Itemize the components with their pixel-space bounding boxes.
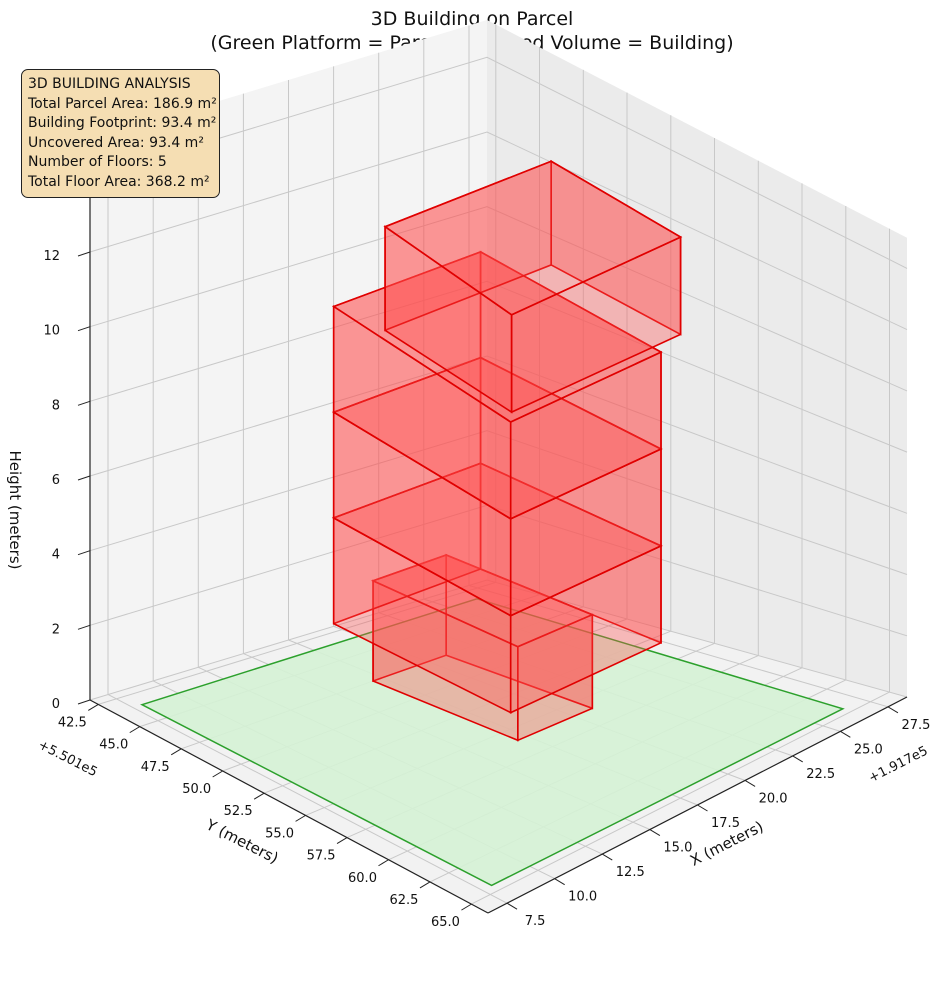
info-line-parcel-area: Total Parcel Area: 186.9 m² — [28, 95, 217, 112]
x-tick-mark — [792, 755, 803, 763]
z-tick-label: 2 — [52, 622, 60, 637]
z-grid-line — [89, 131, 908, 331]
y-tick-label: 60.0 — [348, 871, 377, 886]
y-axis-line — [89, 699, 489, 914]
z-tick-mark — [77, 550, 91, 556]
x-tick-label: 7.5 — [525, 914, 546, 929]
z-grid-line — [89, 206, 908, 392]
x-tick-label: 27.5 — [901, 718, 930, 733]
y-tick-mark — [129, 726, 141, 734]
z-grid-line — [89, 430, 908, 575]
z-tick-label: 8 — [52, 398, 60, 413]
tick-labels: 7.5 10.0 12.5 15.0 17.5 20.0 22.5 25.0 27.5 42.5 4… — [43, 174, 930, 930]
y-tick-mark — [212, 770, 223, 778]
x-tick-label: 17.5 — [711, 816, 740, 831]
z-tick-mark — [77, 400, 91, 406]
y-axis-offset: +5.501e5 — [35, 738, 99, 781]
y-tick-label: 50.0 — [182, 782, 211, 797]
floor-face — [383, 160, 683, 316]
z-tick-mark — [77, 326, 91, 332]
x-tick-label: 12.5 — [616, 865, 645, 880]
y-tick-label: 55.0 — [265, 826, 294, 841]
x-tick-mark — [840, 730, 851, 738]
x-tick-mark — [744, 780, 756, 787]
info-line-footprint: Building Footprint: 93.4 m² — [28, 115, 217, 131]
y-tick-label: 42.5 — [58, 715, 87, 730]
x-tick-label: 22.5 — [806, 767, 835, 782]
z-tick-mark — [77, 475, 91, 481]
floor-3 — [331, 356, 663, 618]
info-heading: 3D BUILDING ANALYSIS — [28, 76, 191, 92]
x-tick-mark — [554, 878, 565, 886]
x-tick-label: 25.0 — [854, 742, 883, 757]
x-tick-label: 20.0 — [759, 791, 788, 806]
y-tick-mark — [170, 748, 182, 756]
x-tick-mark — [506, 902, 518, 910]
floor-2 — [331, 462, 663, 714]
y-tick-mark — [419, 881, 431, 889]
z-grid-line — [89, 579, 908, 701]
z-tick-label: 12 — [43, 249, 60, 264]
z-tick-label: 4 — [52, 548, 60, 563]
z-grid-line — [89, 355, 908, 514]
y-tick-mark — [88, 704, 99, 711]
x-tick-mark — [887, 706, 899, 714]
chart-title: 3D Building on Parcel — [370, 8, 574, 30]
y-tick-mark — [336, 837, 348, 844]
plot-marks — [140, 159, 845, 887]
y-tick-mark — [461, 903, 472, 911]
y-tick-label: 45.0 — [99, 738, 128, 753]
analysis-info-box: 3D BUILDING ANALYSIS Total Parcel Area: … — [21, 69, 220, 198]
z-tick-label: 10 — [43, 324, 60, 339]
y-tick-label: 65.0 — [431, 915, 460, 930]
axis-lines — [77, 140, 908, 914]
floor-5 — [383, 159, 683, 414]
z-tick-label: 0 — [52, 697, 60, 712]
x-tick-mark — [697, 804, 708, 812]
floor-4 — [331, 250, 663, 521]
y-tick-label: 47.5 — [141, 760, 170, 775]
y-tick-label: 57.5 — [307, 849, 336, 864]
z-axis-label: Height (meters) — [6, 451, 24, 570]
z-tick-mark — [77, 699, 91, 705]
z-grid-line — [89, 56, 908, 269]
z-tick-mark — [77, 251, 91, 257]
y-tick-mark — [253, 792, 265, 800]
floor-face — [331, 251, 663, 423]
z-grid-line — [89, 280, 908, 453]
info-line-uncovered: Uncovered Area: 93.4 m² — [28, 134, 204, 151]
x-tick-label: 15.0 — [663, 841, 692, 856]
info-line-floor-area: Total Floor Area: 368.2 m² — [28, 173, 210, 190]
z-tick-label: 6 — [52, 473, 60, 488]
x-tick-mark — [649, 829, 661, 836]
x-tick-mark — [602, 853, 613, 861]
y-tick-label: 52.5 — [224, 804, 253, 819]
y-tick-mark — [378, 859, 389, 867]
y-tick-mark — [295, 814, 306, 822]
info-line-floors: Number of Floors: 5 — [28, 154, 167, 170]
z-tick-mark — [77, 624, 91, 630]
parcel-platform — [140, 598, 845, 887]
y-tick-label: 62.5 — [389, 893, 418, 908]
x-tick-label: 10.0 — [568, 890, 597, 905]
